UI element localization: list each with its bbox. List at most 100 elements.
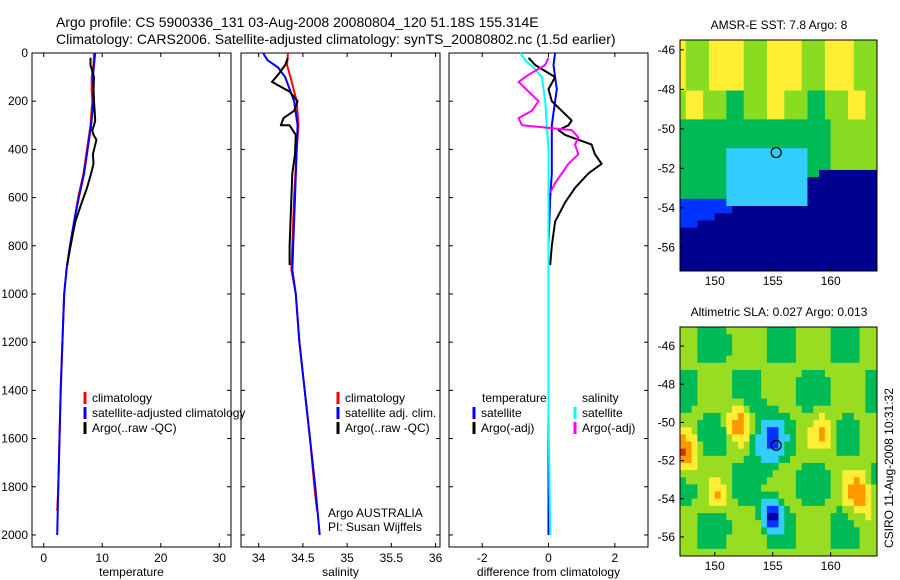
sst-map-cell xyxy=(720,206,727,214)
sst-map-cell xyxy=(732,242,739,250)
sla-map-cell xyxy=(778,362,785,371)
sla-map-cell xyxy=(842,448,849,457)
sst-map-cell xyxy=(871,155,877,164)
sst-map-cell xyxy=(714,213,722,222)
sst-map-cell xyxy=(766,227,774,236)
sla-map-cell xyxy=(685,348,693,357)
sla-map-cell xyxy=(842,398,849,407)
sla-map-cell xyxy=(778,498,785,507)
sla-map-cell xyxy=(784,477,791,486)
sla-map-cell xyxy=(714,327,722,335)
sla-map-cell xyxy=(680,541,687,550)
sla-map-cell xyxy=(778,377,785,385)
sla-map-cell xyxy=(871,477,877,486)
sla-map-cell xyxy=(871,377,877,385)
sla-map-title: Altimetric SLA: 0.027 Argo: 0.013 xyxy=(690,305,868,319)
sla-map-cell xyxy=(691,412,698,421)
sla-map-cell xyxy=(714,377,722,385)
sla-map-cell xyxy=(830,434,838,443)
sla-map-cell xyxy=(708,548,716,556)
sst-map-cell xyxy=(726,68,733,77)
sst-map-cell xyxy=(848,83,855,92)
temperature-ytick-label: 600 xyxy=(8,191,28,205)
sla-map-cell xyxy=(761,420,768,428)
sst-map-cell xyxy=(801,162,809,171)
sla-map-cell xyxy=(784,455,791,464)
sst-map-cell xyxy=(714,227,722,236)
sla-map-cell xyxy=(842,548,849,556)
sst-map-cell xyxy=(726,256,733,265)
sst-map-cell xyxy=(778,112,785,121)
sla-map-cell xyxy=(848,513,855,521)
sla-map-cell xyxy=(830,334,838,342)
sst-map-cell xyxy=(813,169,820,178)
sla-map-ytick-label: -48 xyxy=(658,377,676,391)
sla-map-cell xyxy=(749,491,756,500)
sst-map-cell xyxy=(836,40,843,48)
sla-map-cell xyxy=(848,384,855,393)
sla-map-cell xyxy=(755,484,762,493)
sla-map-cell xyxy=(871,455,877,464)
sst-map-cell xyxy=(824,47,832,56)
sla-map-cell xyxy=(865,384,872,393)
sla-map-cell xyxy=(703,348,710,357)
sst-map-cell xyxy=(714,68,722,77)
sla-map-cell xyxy=(778,348,785,357)
sst-map-cell xyxy=(766,263,774,271)
sst-map-cell xyxy=(755,227,762,236)
sst-map-cell xyxy=(720,141,727,149)
sst-map-cell xyxy=(697,126,704,135)
sla-map-cell xyxy=(859,405,867,414)
sst-map-cell xyxy=(761,83,768,92)
sst-map-cell xyxy=(836,47,843,56)
sla-map-cell xyxy=(737,377,745,385)
sla-map-cell xyxy=(836,470,843,478)
sst-map-cell xyxy=(865,242,872,250)
sla-map-cell xyxy=(685,412,693,421)
sst-map-cell xyxy=(819,61,826,70)
sla-map-cell xyxy=(807,369,814,378)
sst-map-cell xyxy=(685,227,693,236)
sla-map-cell xyxy=(859,470,867,478)
sla-map-cell xyxy=(790,384,797,393)
sla-map-cell xyxy=(813,369,820,378)
sst-map-cell xyxy=(749,227,756,236)
sla-map-cell xyxy=(691,427,698,435)
sla-map-cell xyxy=(807,441,814,450)
sst-map-cell xyxy=(737,256,745,265)
sst-map-cell xyxy=(871,256,877,265)
sla-map-cell xyxy=(859,391,867,400)
sst-map-cell xyxy=(801,76,809,84)
sst-map-cell xyxy=(732,155,739,164)
sst-map-cell xyxy=(703,83,710,92)
sst-map-cell xyxy=(807,133,814,142)
sla-map-cell xyxy=(697,513,704,521)
sst-map-cell xyxy=(743,213,751,222)
sst-map-cell xyxy=(714,242,722,250)
sla-map-cell xyxy=(824,427,832,435)
sst-map-cell xyxy=(743,198,751,207)
sst-map-cell xyxy=(720,119,727,128)
sla-map-cell xyxy=(720,377,727,385)
sst-map-cell xyxy=(708,220,716,229)
sla-map-cell xyxy=(726,391,733,400)
sst-map-cell xyxy=(708,76,716,84)
sst-map-cell xyxy=(819,119,826,128)
sst-map-cell xyxy=(749,155,756,164)
sla-map-cell xyxy=(836,541,843,550)
sla-map-cell xyxy=(703,427,710,435)
sst-map-cell xyxy=(795,263,803,271)
sst-map-cell xyxy=(743,148,751,157)
sst-map-cell xyxy=(871,141,877,149)
sla-map-cell xyxy=(795,448,803,457)
sla-map-cell xyxy=(819,348,826,357)
sst-map-cell xyxy=(720,54,727,63)
sst-map-cell xyxy=(766,206,774,214)
sst-map-cell xyxy=(749,47,756,56)
sla-map-cell xyxy=(836,420,843,428)
sst-map-cell xyxy=(819,47,826,56)
sst-map-cell xyxy=(824,220,832,229)
sst-map-cell xyxy=(778,249,785,258)
sla-map-cell xyxy=(691,348,698,357)
sla-map-cell xyxy=(848,448,855,457)
